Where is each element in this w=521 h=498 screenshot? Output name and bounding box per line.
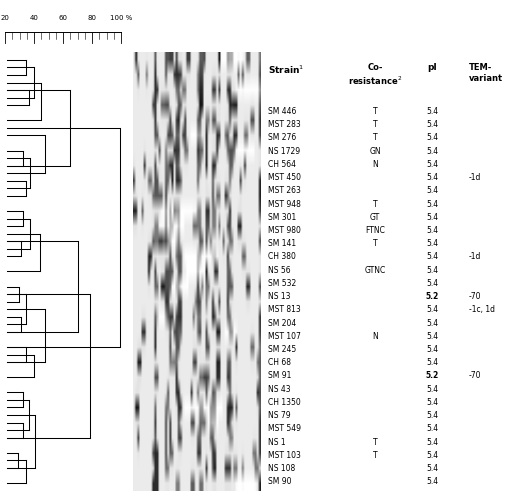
Text: GT: GT [370,213,380,222]
Text: NS 43: NS 43 [268,384,291,393]
Text: 5.4: 5.4 [426,226,439,235]
Text: 5.4: 5.4 [426,107,439,116]
Text: SM 532: SM 532 [268,279,296,288]
Text: 5.4: 5.4 [426,160,439,169]
Text: T: T [373,107,377,116]
Text: 5.4: 5.4 [426,213,439,222]
Text: SM 245: SM 245 [268,345,296,354]
Text: 5.2: 5.2 [426,372,439,380]
Text: Strain$^1$: Strain$^1$ [268,63,305,76]
Text: 100 %: 100 % [110,14,132,20]
Text: 5.4: 5.4 [426,173,439,182]
Text: SM 141: SM 141 [268,239,296,248]
Text: -70: -70 [469,292,481,301]
Text: NS 79: NS 79 [268,411,291,420]
Text: 5.4: 5.4 [426,200,439,209]
Text: MST 813: MST 813 [268,305,301,314]
Text: SM 301: SM 301 [268,213,296,222]
Text: T: T [373,200,377,209]
Text: T: T [373,239,377,248]
Text: T: T [373,451,377,460]
Text: 5.4: 5.4 [426,451,439,460]
Text: -1c, 1d: -1c, 1d [469,305,495,314]
Text: 5.4: 5.4 [426,464,439,473]
Text: SM 91: SM 91 [268,372,292,380]
Text: 5.4: 5.4 [426,424,439,433]
Text: GTNC: GTNC [365,265,386,275]
Text: N: N [372,332,378,341]
Text: 5.4: 5.4 [426,146,439,156]
Text: Co-
resistance$^2$: Co- resistance$^2$ [348,63,402,87]
Text: NS 13: NS 13 [268,292,291,301]
Text: -1d: -1d [469,173,481,182]
Text: SM 90: SM 90 [268,477,292,486]
Text: 5.4: 5.4 [426,411,439,420]
Text: NS 108: NS 108 [268,464,295,473]
Text: NS 1: NS 1 [268,438,286,447]
Text: NS 1729: NS 1729 [268,146,301,156]
Text: 5.4: 5.4 [426,120,439,129]
Text: SM 446: SM 446 [268,107,296,116]
Text: N: N [372,160,378,169]
Text: MST 549: MST 549 [268,424,301,433]
Text: CH 1350: CH 1350 [268,398,301,407]
Text: SM 276: SM 276 [268,133,296,142]
Text: FTNC: FTNC [365,226,385,235]
Text: T: T [373,120,377,129]
Text: 5.4: 5.4 [426,265,439,275]
Text: 20: 20 [1,14,10,20]
Text: -70: -70 [469,372,481,380]
Text: 5.4: 5.4 [426,252,439,261]
Text: 5.2: 5.2 [426,292,439,301]
Text: MST 980: MST 980 [268,226,301,235]
Text: MST 263: MST 263 [268,186,301,195]
Text: 5.4: 5.4 [426,438,439,447]
Text: CH 68: CH 68 [268,358,291,367]
Text: T: T [373,438,377,447]
Text: 5.4: 5.4 [426,398,439,407]
Text: CH 380: CH 380 [268,252,296,261]
Text: GN: GN [369,146,381,156]
Text: 80: 80 [88,14,97,20]
Text: 5.4: 5.4 [426,133,439,142]
Text: MST 283: MST 283 [268,120,301,129]
Text: 5.4: 5.4 [426,384,439,393]
Text: 5.4: 5.4 [426,239,439,248]
Text: 5.4: 5.4 [426,477,439,486]
Text: 5.4: 5.4 [426,319,439,328]
Text: MST 107: MST 107 [268,332,301,341]
Text: T: T [373,133,377,142]
Text: MST 103: MST 103 [268,451,301,460]
Text: TEM-
variant: TEM- variant [469,63,503,83]
Text: 60: 60 [59,14,68,20]
Text: 5.4: 5.4 [426,358,439,367]
Text: 5.4: 5.4 [426,345,439,354]
Text: 5.4: 5.4 [426,332,439,341]
Text: 5.4: 5.4 [426,305,439,314]
Text: 40: 40 [30,14,39,20]
Text: MST 450: MST 450 [268,173,301,182]
Text: pI: pI [428,63,437,72]
Text: CH 564: CH 564 [268,160,296,169]
Text: SM 204: SM 204 [268,319,296,328]
Text: MST 948: MST 948 [268,200,301,209]
Text: NS 56: NS 56 [268,265,291,275]
Text: 5.4: 5.4 [426,279,439,288]
Text: 5.4: 5.4 [426,186,439,195]
Text: -1d: -1d [469,252,481,261]
